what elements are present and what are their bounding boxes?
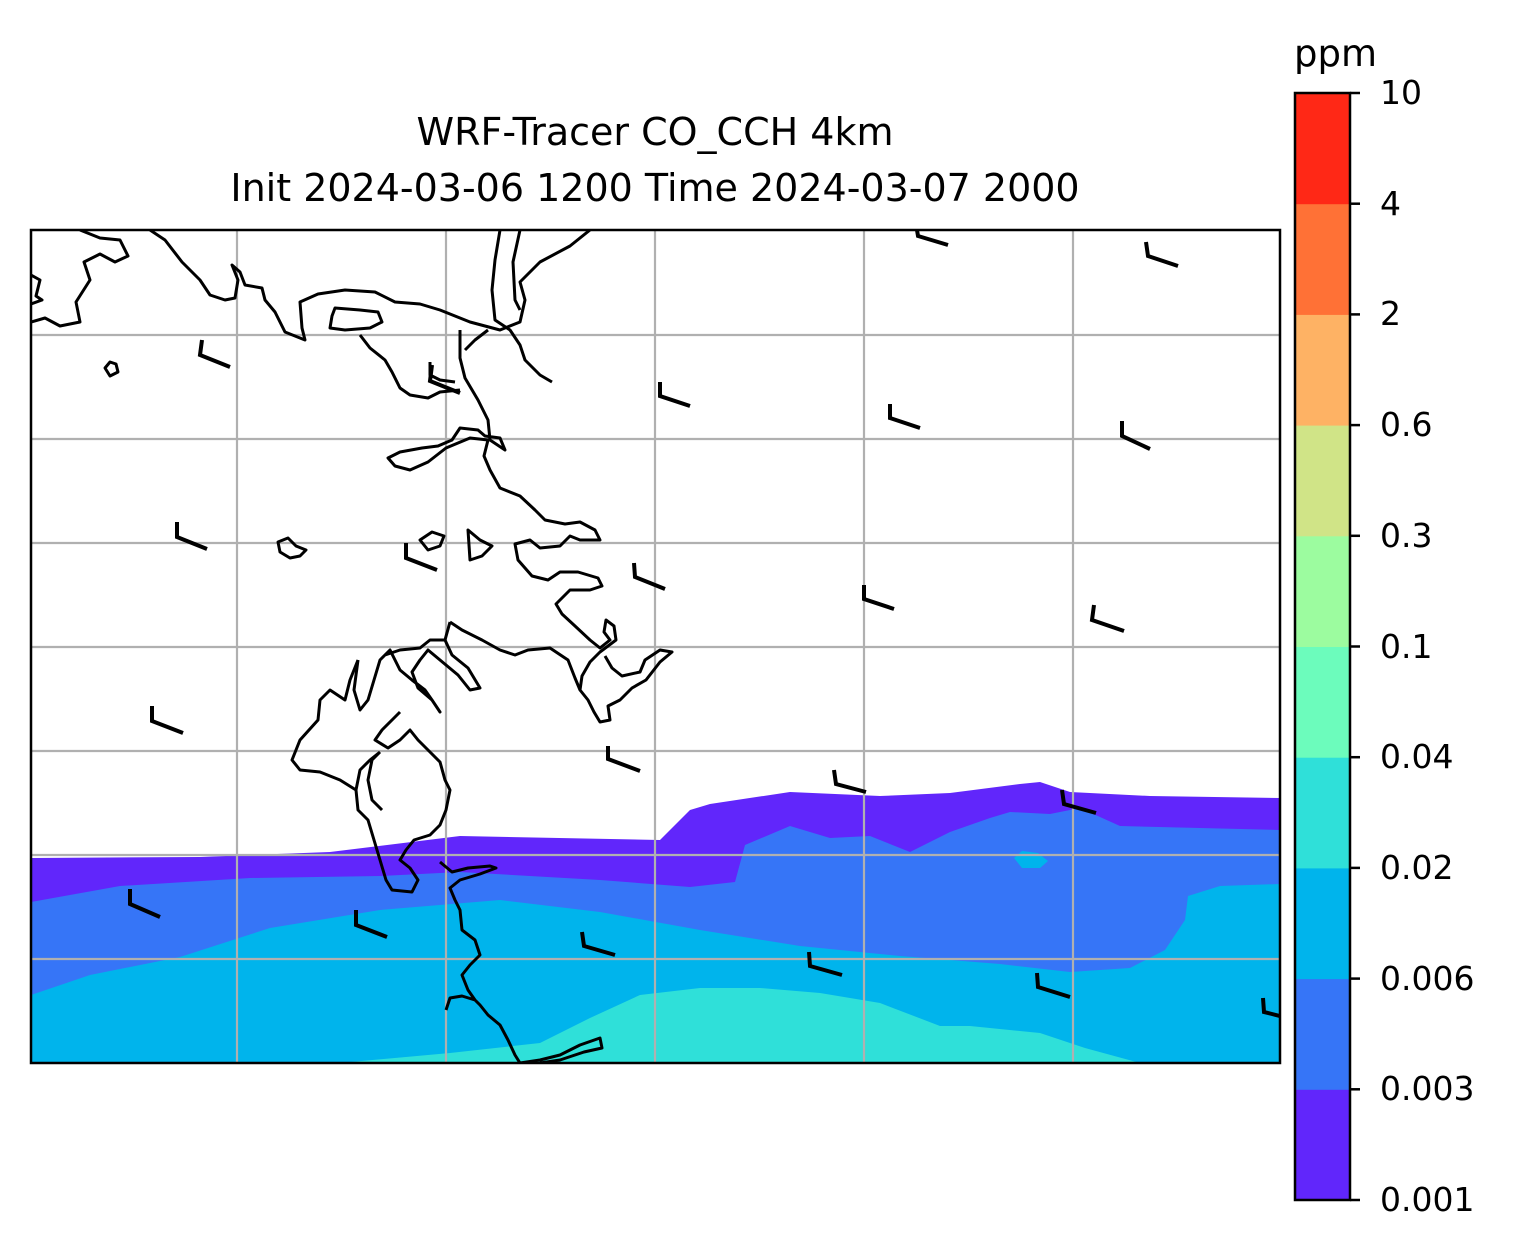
map-panel bbox=[31, 230, 1280, 1063]
wind-barb bbox=[427, 364, 461, 395]
colorbar-tick-label: 0.006 bbox=[1380, 958, 1475, 998]
wind-barb bbox=[862, 585, 895, 611]
colorbar-unit-label: ppm bbox=[1294, 32, 1378, 75]
colorbar-segment bbox=[1295, 1089, 1350, 1201]
coastline-isle-3 bbox=[418, 530, 446, 552]
coastline-delta bbox=[352, 620, 582, 714]
map-frame bbox=[29, 228, 1282, 1065]
colorbar-tick-label: 0.003 bbox=[1380, 1069, 1475, 1109]
coastline-isle-4 bbox=[466, 528, 494, 562]
coastline-channel bbox=[386, 330, 674, 724]
coastline-nw bbox=[31, 230, 130, 328]
wind-barb bbox=[1035, 972, 1071, 999]
wind-barb bbox=[197, 339, 231, 369]
colorbar-segment bbox=[1295, 425, 1350, 537]
wind-barb bbox=[128, 889, 161, 919]
wind-barb bbox=[580, 931, 616, 957]
wind-barb bbox=[658, 382, 691, 408]
colorbar-segment bbox=[1295, 978, 1350, 1090]
colorbar-tick-label: 0.6 bbox=[1380, 405, 1433, 445]
wind-barbs bbox=[128, 230, 1280, 1018]
coastline-inlet bbox=[328, 306, 384, 332]
chart-subtitle: Init 2024-03-06 1200 Time 2024-03-07 200… bbox=[230, 166, 1080, 210]
coastline-sw-peninsula bbox=[290, 659, 452, 894]
coastline-isle-2 bbox=[276, 536, 308, 560]
colorbar-tick-label: 0.3 bbox=[1380, 515, 1433, 555]
coastline-small-island bbox=[103, 360, 120, 378]
chart-title: WRF-Tracer CO_CCH 4km bbox=[416, 110, 894, 154]
colorbar-segment bbox=[1295, 93, 1350, 205]
wind-barb bbox=[150, 706, 184, 735]
colorbar-segment bbox=[1295, 203, 1350, 315]
gridlines bbox=[31, 230, 1280, 1063]
colorbar-segment bbox=[1295, 646, 1350, 758]
colorbar-segment bbox=[1295, 535, 1350, 647]
wind-barb bbox=[832, 769, 867, 794]
wind-barb bbox=[888, 404, 921, 430]
wind-barb bbox=[404, 543, 438, 572]
wind-barb bbox=[632, 562, 666, 591]
wind-barb bbox=[1089, 604, 1125, 633]
wind-barb bbox=[606, 746, 641, 773]
colorbar-segment bbox=[1295, 867, 1350, 980]
colorbar bbox=[1293, 91, 1360, 1202]
colorbar-segment bbox=[1295, 314, 1350, 426]
colorbar-tick-label: 0.001 bbox=[1380, 1180, 1475, 1219]
coastline-southern-coast bbox=[439, 860, 604, 1063]
wind-barb bbox=[807, 951, 843, 977]
coastlines bbox=[31, 230, 674, 1063]
wind-barb bbox=[1144, 241, 1179, 268]
wind-barb bbox=[175, 522, 208, 551]
colorbar-tick-label: 0.02 bbox=[1380, 847, 1454, 887]
contour-band-0.02 bbox=[340, 988, 1140, 1063]
colorbar-tick-label: 10 bbox=[1380, 73, 1422, 112]
wind-barb bbox=[1120, 421, 1151, 451]
colorbar-tick-label: 2 bbox=[1380, 294, 1401, 334]
wind-barb bbox=[1060, 789, 1097, 815]
wind-barb bbox=[354, 910, 388, 939]
wind-barb bbox=[915, 230, 949, 247]
colorbar-tick-label: 0.1 bbox=[1380, 626, 1433, 666]
coastline-river-east bbox=[463, 230, 553, 384]
colorbar-tick-label: 0.04 bbox=[1380, 737, 1454, 777]
wind-barb bbox=[1261, 997, 1280, 1018]
colorbar-segment bbox=[1295, 757, 1350, 869]
colorbar-tick-label: 4 bbox=[1380, 183, 1401, 223]
coastline-north bbox=[149, 230, 591, 342]
